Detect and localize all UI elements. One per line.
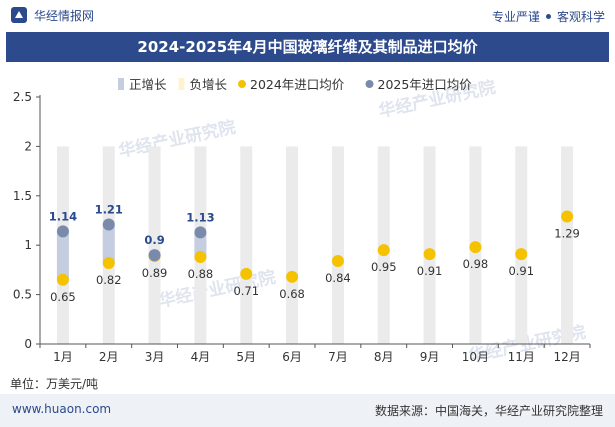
label-2024-7: 0.84 <box>325 271 351 285</box>
legend-2025-label: 2025年进口均价 <box>378 77 473 92</box>
legend-negative-label: 负增长 <box>190 77 228 92</box>
legend-2024: 2024年进口均价 <box>238 77 345 92</box>
y-tick-label: 0 <box>24 337 32 351</box>
x-tick-label: 7月 <box>328 350 348 364</box>
x-tick-label: 10月 <box>462 350 489 364</box>
point-2024-5 <box>240 267 253 280</box>
label-2025-1: 1.14 <box>49 209 77 223</box>
legend-negative-swatch <box>178 78 185 90</box>
y-tick-label: 1 <box>24 238 32 252</box>
x-tick-label: 2月 <box>99 350 119 364</box>
label-2024-9: 0.91 <box>417 264 443 278</box>
label-2025-2: 1.21 <box>95 202 123 216</box>
watermark-text: 华经产业研究院 <box>157 267 278 312</box>
legend-positive: 正增长 <box>118 77 167 92</box>
point-2024-6 <box>286 270 299 283</box>
x-tick-label: 4月 <box>191 350 211 364</box>
brand[interactable]: 华经情报网 <box>10 6 94 24</box>
growth-bar-2 <box>102 224 115 263</box>
top-bar: 华经情报网 专业严谨 客观科学 <box>0 0 615 32</box>
x-tick-label: 11月 <box>508 350 535 364</box>
growth-bar-4 <box>194 232 207 258</box>
x-tick-label: 5月 <box>236 350 256 364</box>
point-2024-10 <box>469 241 482 254</box>
x-tick-label: 8月 <box>374 350 394 364</box>
legend-positive-label: 正增长 <box>129 77 167 92</box>
footer: www.huaon.com 数据来源：中国海关，华经产业研究院整理 <box>0 394 615 427</box>
label-2024-3: 0.89 <box>142 266 168 280</box>
column-bg-7 <box>331 146 344 344</box>
y-tick-label: 2 <box>24 139 32 153</box>
legend: 正增长 负增长 2024年进口均价 2025年进口均价 <box>118 77 472 92</box>
label-2024-2: 0.82 <box>96 273 122 287</box>
slogan-left: 专业严谨 <box>491 10 540 24</box>
x-tick-label: 1月 <box>53 350 73 364</box>
label-2024-10: 0.98 <box>463 257 489 271</box>
column-bg-6 <box>286 146 299 344</box>
legend-2024-marker <box>238 80 246 88</box>
x-tick-label: 6月 <box>282 350 302 364</box>
chart-title: 2024-2025年4月中国玻璃纤维及其制品进口均价 <box>6 32 609 62</box>
label-2025-3: 0.9 <box>144 233 164 247</box>
x-tick-label: 12月 <box>553 350 580 364</box>
footer-source: 数据来源：中国海关，华经产业研究院整理 <box>374 404 603 418</box>
point-2025-3 <box>148 249 161 262</box>
column-bg-11 <box>515 146 528 344</box>
legend-positive-swatch <box>118 78 124 90</box>
label-2024-8: 0.95 <box>371 260 397 274</box>
column-bg-5 <box>240 146 253 344</box>
axes: 0 0.5 1 1.5 2 2.5 1月 2月 3月 4月 5月 6月 7月 8月 9月 10月 11月 12月 <box>13 90 591 364</box>
point-2024-1 <box>56 273 69 286</box>
column-bg-12 <box>561 146 574 344</box>
label-2024-4: 0.88 <box>188 267 214 281</box>
brand-logo-icon <box>11 7 27 23</box>
slogan-dot-icon <box>545 14 551 19</box>
brand-name: 华经情报网 <box>34 8 95 23</box>
label-2024-1: 0.65 <box>50 290 76 304</box>
label-2024-12: 1.29 <box>554 227 580 241</box>
slogan-right: 客观科学 <box>556 10 605 24</box>
legend-2024-label: 2024年进口均价 <box>250 77 345 92</box>
label-2025-4: 1.13 <box>186 210 214 224</box>
label-2024-5: 0.71 <box>233 284 259 298</box>
point-2024-2 <box>102 256 115 269</box>
slogan: 专业严谨 客观科学 <box>492 8 605 25</box>
legend-2025-marker <box>365 80 374 88</box>
data-points <box>56 210 574 286</box>
footer-site-link[interactable]: www.huaon.com <box>12 402 112 416</box>
point-2024-8 <box>377 244 390 257</box>
point-2025-2 <box>102 218 115 231</box>
column-bg-3 <box>148 146 161 344</box>
point-2024-12 <box>561 210 574 223</box>
x-tick-label: 9月 <box>420 350 440 364</box>
point-2024-7 <box>331 255 344 268</box>
legend-negative: 负增长 <box>178 77 228 92</box>
data-labels: 0.65 0.82 0.89 0.88 0.71 0.68 0.84 0.95 0.91 0.98… <box>49 202 580 303</box>
point-2025-4 <box>194 226 207 239</box>
column-backgrounds <box>56 146 574 344</box>
growth-bars <box>56 224 207 280</box>
point-2025-1 <box>56 225 69 238</box>
column-bg-9 <box>423 146 436 344</box>
x-tick-label: 3月 <box>145 350 165 364</box>
point-2024-4 <box>194 251 207 264</box>
legend-2025: 2025年进口均价 <box>365 77 473 92</box>
y-tick-label: 0.5 <box>13 288 32 302</box>
point-2024-11 <box>515 248 528 261</box>
growth-bar-1 <box>56 231 69 280</box>
point-2024-9 <box>423 248 436 261</box>
watermark-text: 华经产业研究院 <box>117 117 238 162</box>
label-2024-6: 0.68 <box>279 287 305 301</box>
label-2024-11: 0.91 <box>508 264 534 278</box>
unit-label: 单位：万美元/吨 <box>10 377 99 391</box>
y-tick-label: 2.5 <box>13 90 32 104</box>
y-tick-label: 1.5 <box>13 189 32 203</box>
